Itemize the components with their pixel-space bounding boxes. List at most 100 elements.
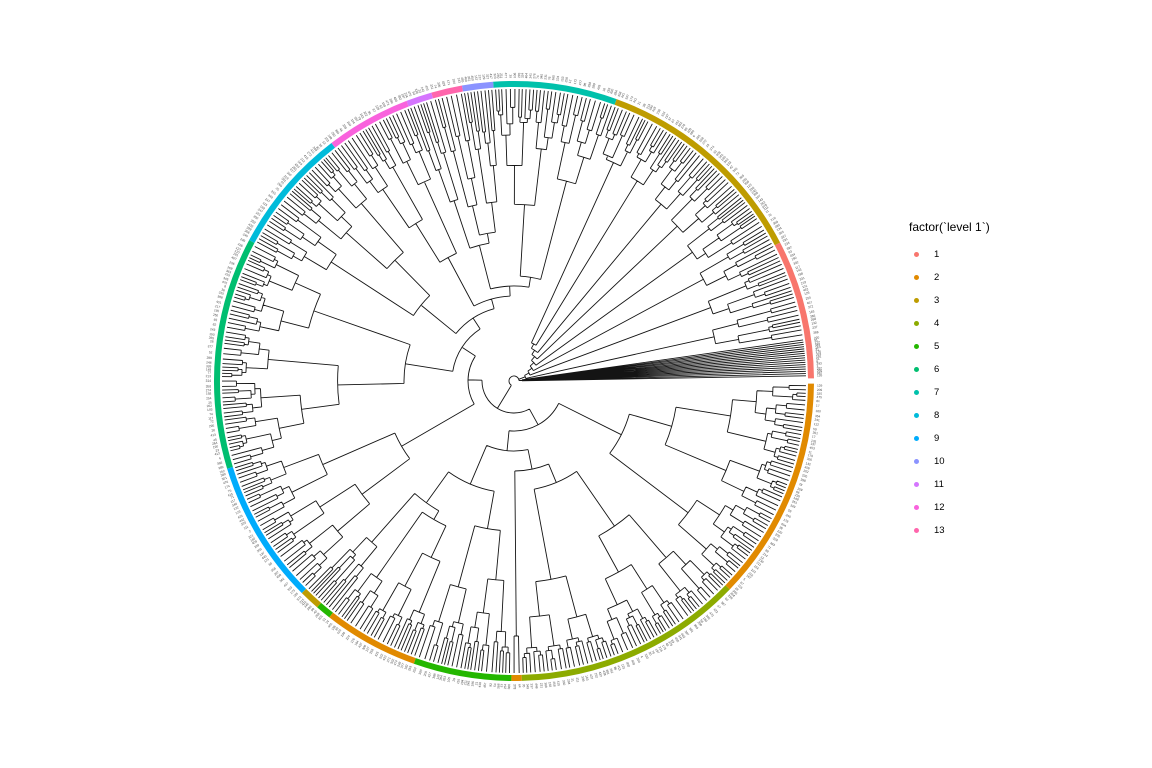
tip-label: 231 xyxy=(539,683,543,689)
tip-label: 116 xyxy=(737,583,744,590)
tip-label: 211 xyxy=(463,680,468,686)
tip-label: 78 xyxy=(798,482,803,487)
tip-label: 377 xyxy=(400,662,406,669)
tip-label: 285 xyxy=(774,223,781,229)
tip-label: 21 xyxy=(474,681,478,685)
tip-label: 117 xyxy=(230,498,236,504)
tip-label: 387 xyxy=(817,371,823,375)
tip-label: 178 xyxy=(783,518,790,524)
tip-label: 383 xyxy=(769,541,776,547)
tip-label: 408 xyxy=(715,150,722,157)
tip-label: 137 xyxy=(810,442,816,447)
tip-label: 333 xyxy=(644,653,650,660)
tip-label: 480 xyxy=(393,96,399,103)
tip-label: 31 xyxy=(570,678,575,682)
tip-label: 337 xyxy=(530,683,534,689)
tip-label: 152 xyxy=(594,672,599,678)
tip-label: 148 xyxy=(206,368,212,372)
tip-label: 71 xyxy=(767,545,772,550)
tip-label: 295 xyxy=(209,424,215,429)
tip-label: 6 xyxy=(692,134,696,138)
tip-label: 11 xyxy=(808,450,812,455)
tip-label: 351 xyxy=(812,431,818,436)
tip-label: 353 xyxy=(442,675,447,681)
tip-label: 5 xyxy=(742,577,746,581)
tip-label: 306 xyxy=(361,644,367,651)
tip-label: 362 xyxy=(279,577,286,584)
legend-item-13: 13 xyxy=(903,519,990,542)
tip-label: 425 xyxy=(237,514,244,520)
tip-label: 337 xyxy=(780,234,787,240)
tip-label: 76 xyxy=(227,488,232,493)
tip-label: 240 xyxy=(751,188,758,195)
tip-label: 450 xyxy=(470,75,475,81)
tip-label: 462 xyxy=(680,632,686,639)
tip-label: 6 xyxy=(219,456,222,460)
legend-item-label: 5 xyxy=(934,341,940,352)
tip-label: 272 xyxy=(306,151,313,158)
tip-label: 258 xyxy=(564,77,569,83)
tip-label: 437 xyxy=(283,581,290,588)
tip-label: 357 xyxy=(353,116,359,123)
tip-label: 448 xyxy=(534,683,538,689)
tip-label: 441 xyxy=(620,92,626,99)
tip-label: 480 xyxy=(689,129,695,136)
tip-label: 453 xyxy=(809,446,815,451)
tip-label: 333 xyxy=(660,111,666,118)
tip-label: 432 xyxy=(247,222,254,228)
tip-label: 269 xyxy=(227,265,234,271)
tip-label: 67 xyxy=(670,118,675,123)
legend-item-3: 3 xyxy=(903,289,990,312)
tip-label: 112 xyxy=(814,422,820,427)
tip-label: 249 xyxy=(239,237,246,243)
tip-label: 71 xyxy=(230,495,235,500)
tip-label: 153 xyxy=(324,136,331,143)
tip-label: 209 xyxy=(635,657,641,664)
legend-item-6: 6 xyxy=(903,358,990,381)
tip-label: 262 xyxy=(759,200,766,206)
tip-label: 18 xyxy=(602,87,607,92)
tip-label: 268 xyxy=(810,317,816,322)
legend-color-dot xyxy=(914,436,919,441)
tip-label: 96 xyxy=(583,82,588,87)
tip-label: 387 xyxy=(720,601,727,608)
legend-color-dot xyxy=(914,505,919,510)
tip-label: 462 xyxy=(803,287,809,292)
tip-label: 213 xyxy=(206,374,212,378)
tip-label: 430 xyxy=(609,88,615,95)
tip-label: 377 xyxy=(207,344,213,349)
tip-label: 369 xyxy=(738,174,745,181)
tip-label: 72 xyxy=(735,171,740,176)
tip-label: 87 xyxy=(371,108,376,113)
tip-label: 206 xyxy=(229,260,236,266)
tip-label: 219 xyxy=(770,216,777,222)
tip-label: 174 xyxy=(629,95,635,102)
tip-label: 467 xyxy=(231,255,238,261)
tip-label: 215 xyxy=(299,598,306,605)
tip-label: 42 xyxy=(729,165,734,170)
tip-label: 356 xyxy=(732,167,739,174)
tip-label: 12 xyxy=(760,555,765,560)
tip-label: 349 xyxy=(267,193,274,200)
tip-label: 470 xyxy=(407,91,413,98)
tip-label: 437 xyxy=(357,642,363,649)
tip-label: 182 xyxy=(403,664,409,671)
tip-label: 126 xyxy=(817,373,823,377)
tip-label: 239 xyxy=(342,123,348,130)
tip-label: 301 xyxy=(281,177,288,184)
tip-label: 264 xyxy=(212,441,218,446)
tip-label: 473 xyxy=(708,611,715,618)
tip-label: 36 xyxy=(367,110,372,115)
legend-item-8: 8 xyxy=(903,404,990,427)
tip-label: 33 xyxy=(712,149,717,154)
tip-label: 330 xyxy=(561,680,566,686)
tip-label: 243 xyxy=(210,327,216,332)
tip-label: 260 xyxy=(496,73,500,79)
tip-label: 230 xyxy=(801,473,808,479)
tip-label: 200 xyxy=(774,532,781,538)
tip-label: 121 xyxy=(263,557,270,563)
tip-label: 424 xyxy=(336,628,342,635)
tip-label: 197 xyxy=(654,648,660,655)
tip-label: 159 xyxy=(797,487,804,493)
tip-label: 415 xyxy=(224,272,231,278)
